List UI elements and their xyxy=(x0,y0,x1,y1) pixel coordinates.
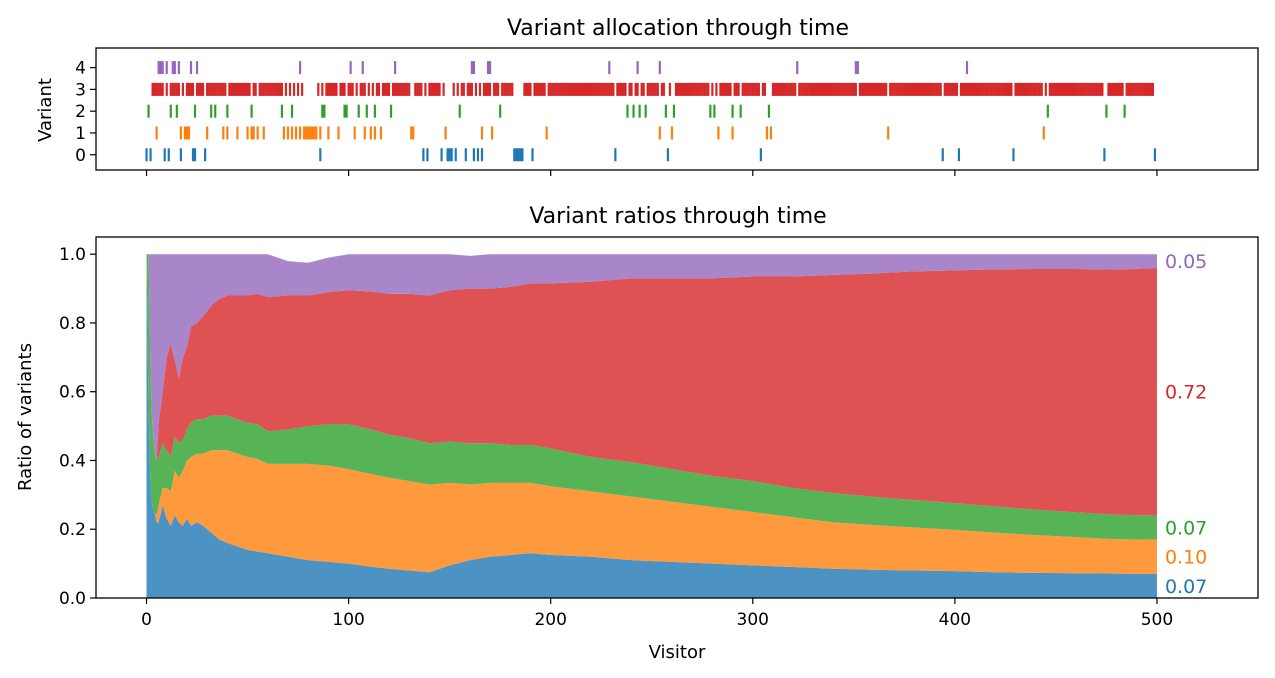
ratio-area-variant-3 xyxy=(146,254,1157,516)
allocation-title: Variant allocation through time xyxy=(507,16,849,41)
ratios-x-tick-label: 400 xyxy=(939,610,971,630)
end-label-variant-1: 0.10 xyxy=(1165,547,1207,569)
end-label-variant-2: 0.07 xyxy=(1165,518,1207,540)
allocation-y-tick-label: 2 xyxy=(75,102,86,122)
allocation-marks xyxy=(145,61,1157,162)
ratios-axes-frame xyxy=(95,236,1259,599)
ratio-area-variant-0 xyxy=(146,254,1157,598)
allocation-variant-0-series xyxy=(145,148,1157,162)
end-label-variant-4: 0.05 xyxy=(1165,251,1207,273)
ratios-y-tick-label: 0.0 xyxy=(59,589,86,609)
allocation-y-tick-label: 0 xyxy=(75,146,86,166)
ratios-x-tick-label: 200 xyxy=(534,610,566,630)
ratio-area-variant-4 xyxy=(146,254,1157,461)
allocation-y-tick-label: 3 xyxy=(75,80,86,100)
end-label-variant-0: 0.07 xyxy=(1165,576,1207,598)
end-label-variant-3: 0.72 xyxy=(1165,382,1207,404)
ratios-areas xyxy=(146,254,1157,598)
ratios-y-tick-label: 0.6 xyxy=(59,383,86,403)
ratio-area-variant-1 xyxy=(146,254,1157,574)
ratio-area-variant-2 xyxy=(146,254,1157,540)
ratios-x-ticks: 0 100 200 300 400 500 xyxy=(141,598,1173,630)
ratios-x-tick-label: 0 xyxy=(141,610,152,630)
ratios-y-tick-label: 0.8 xyxy=(59,314,86,334)
ratios-title: Variant ratios through time xyxy=(529,204,826,229)
allocation-x-ticks xyxy=(145,170,1158,176)
allocation-variant-1-series xyxy=(155,126,1045,140)
allocation-y-label: Variant xyxy=(35,78,56,142)
allocation-variant-2-series xyxy=(147,104,1126,118)
allocation-y-tick-label: 4 xyxy=(75,59,86,79)
ratios-end-labels: 0.07 0.10 0.07 0.72 0.05 xyxy=(1165,251,1207,598)
ratios-y-ticks: 0.0 0.2 0.4 0.6 0.8 1.0 xyxy=(59,245,96,609)
ratios-x-tick-label: 300 xyxy=(737,610,769,630)
ratios-x-tick-label: 500 xyxy=(1141,610,1173,630)
ratios-y-tick-label: 0.4 xyxy=(59,451,86,471)
ratios-y-tick-label: 1.0 xyxy=(59,245,86,265)
allocation-variant-4-series xyxy=(157,61,969,75)
allocation-axes-frame xyxy=(95,47,1259,171)
ratios-x-label: Visitor xyxy=(649,642,706,663)
ratios-x-tick-label: 100 xyxy=(332,610,364,630)
ratios-y-tick-label: 0.2 xyxy=(59,520,86,540)
ratios-y-label: Ratio of variants xyxy=(15,343,36,491)
allocation-variant-3-series xyxy=(151,82,1155,96)
ratios-panel: Variant ratios through time 0 100 200 300 40… xyxy=(15,204,1259,663)
allocation-y-tick-label: 1 xyxy=(75,124,86,144)
